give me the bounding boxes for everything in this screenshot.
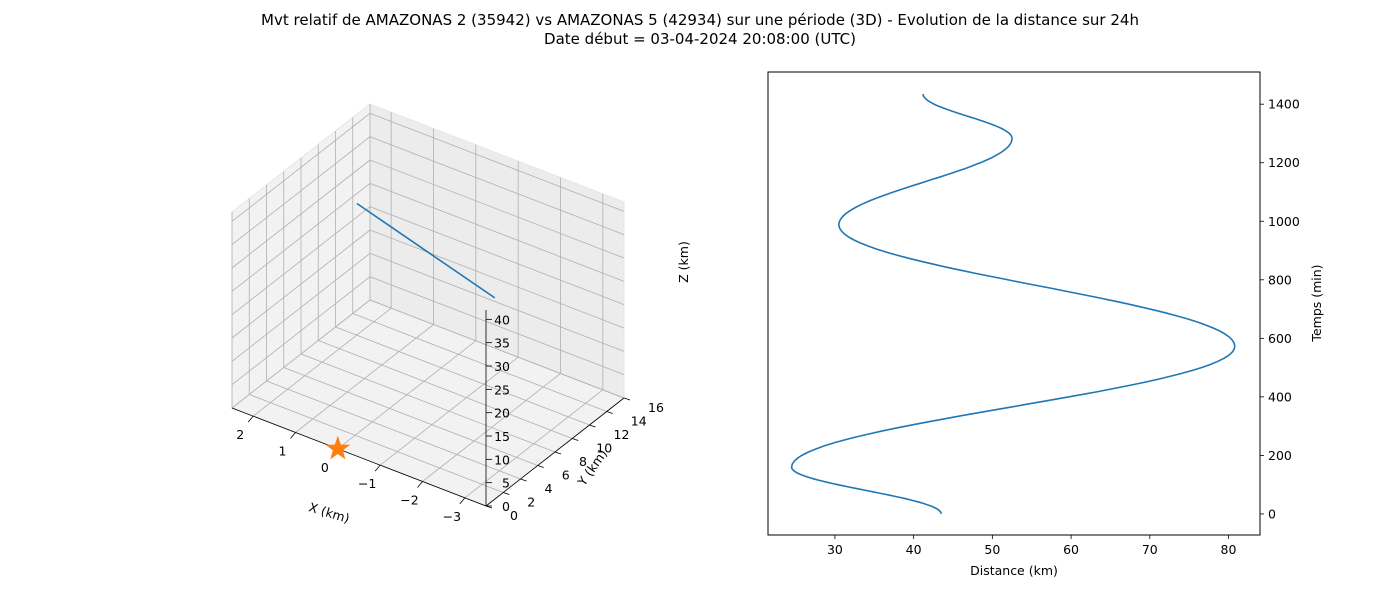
grid-z-back [369,229,625,329]
chart-2d-frame [767,71,1261,536]
y-tick-label: 600 [1268,331,1292,346]
x-tick-mark [374,464,381,472]
y-tick-mark [520,478,527,482]
y-tick-mark [572,438,579,441]
z-tick-label: 25 [494,382,510,397]
z-tick-label: 20 [494,406,510,421]
grid-z-back [369,159,625,259]
y-tick-label: 200 [1268,448,1292,463]
y-tick-mark [623,397,631,401]
y-tick-label: 1200 [1268,155,1300,170]
y-tick-label: 0 [510,508,518,523]
grid-y-floor [318,340,573,439]
grid-z-back [369,136,625,236]
y-tick-label: 8 [579,454,587,469]
chart-3d-zlabel: Z (km) [676,241,691,283]
grid-z-back [369,182,625,282]
grid-z-back [369,299,625,399]
x-tick-label: 70 [1142,542,1158,557]
y-tick-label: 2 [527,495,535,510]
y-tick-label: 14 [631,414,647,429]
chart-3d-gridlines [231,104,625,507]
y-tick-mark [503,492,510,495]
chart-3d-xlabel: X (km) [307,499,351,526]
grid-y-floor [266,380,521,480]
x-tick-label: 30 [827,542,843,557]
x-tick-mark [459,497,466,505]
y-tick-label: 400 [1268,389,1292,404]
x-tick-label: −1 [358,476,376,491]
grid-z-left [231,113,371,222]
grid-z-left [231,229,371,339]
z-tick-label: 5 [502,476,510,491]
grid-z-back [369,112,625,212]
x-axis-line [231,407,487,507]
x-tick-label: 2 [236,427,244,442]
x-tick-label: −3 [443,509,461,524]
grid-y-floor [249,394,504,493]
x-tick-label: 0 [321,460,329,475]
x-tick-mark [417,481,423,488]
y-tick-label: 16 [648,400,664,415]
z-tick-label: 40 [494,312,510,327]
grid-z-back [369,206,625,306]
chart-3d-series [356,202,496,299]
grid-y-floor [335,326,590,426]
z-tick-label: 15 [494,429,510,444]
y-tick-label: 800 [1268,272,1292,287]
grid-y-floor [352,313,607,412]
x-tick-label: 50 [984,542,1000,557]
grid-z-back [369,252,625,352]
y-tick-mark [537,465,544,468]
grid-z-left [231,183,371,292]
y-tick-mark [589,424,596,428]
z-tick-label: 30 [494,359,510,374]
chart-2d-series [790,93,1236,515]
y-tick-mark [554,451,562,455]
grid-z-left [231,206,371,315]
trajectory-line [356,202,496,299]
x-tick-mark [290,432,296,439]
chart-3d-markers [325,435,351,460]
x-tick-label: −2 [400,493,418,508]
grid-z-left [231,276,371,385]
y-tick-label: 12 [614,427,630,442]
y-tick-label: 1000 [1268,214,1300,229]
y-tick-label: 6 [562,468,570,483]
y-tick-label: 4 [545,481,553,496]
grid-z-left [231,159,371,269]
x-tick-mark [247,415,254,423]
x-tick-label: 1 [279,444,287,459]
y-tick-label: 1400 [1268,97,1300,112]
origin-star-marker [325,435,351,460]
figure-title-line-2: Date début = 03-04-2024 20:08:00 (UTC) [544,30,856,48]
x-tick-label: 40 [906,542,922,557]
x-tick-label: 60 [1063,542,1079,557]
z-tick-label: 0 [502,499,510,514]
grid-z-left [231,253,371,362]
z-tick-label: 35 [494,336,510,351]
z-tick-label: 10 [494,452,510,467]
grid-z-left [231,136,371,245]
y-tick-label: 10 [596,441,612,456]
figure-title-line-1: Mvt relatif de AMAZONAS 2 (35942) vs AMA… [261,11,1139,29]
grid-y-floor [283,367,538,466]
chart-2d-xlabel: Distance (km) [970,563,1058,578]
chart-2d-ylabel: Temps (min) [1309,264,1324,342]
grid-z-back [369,276,625,376]
y-tick-label: 0 [1268,506,1276,521]
x-tick-label: 80 [1221,542,1237,557]
y-tick-mark [606,411,613,414]
distance-curve [790,93,1236,515]
grid-y-floor [300,353,556,453]
grid-z-left [231,299,371,409]
